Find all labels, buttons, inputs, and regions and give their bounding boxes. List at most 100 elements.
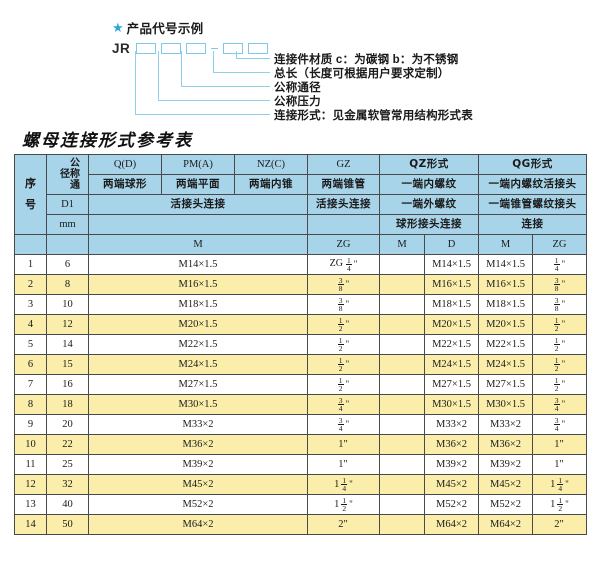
cell-qz-m <box>379 494 425 515</box>
cell-sn: 11 <box>14 454 47 475</box>
cell-qz-d: M45×2 <box>423 474 480 495</box>
cell-sn: 1 <box>14 254 47 275</box>
table-row: 4 12 M20×1.5 1 2 " M20×1.5 M20×1.5 1 2 " <box>14 314 588 335</box>
header-group-code-qd: Q(D) <box>88 154 162 175</box>
header-unit-m-union: M <box>88 234 308 255</box>
product-code-heading-label: 产品代号示例 <box>126 22 204 36</box>
cell-qz-d: M64×2 <box>423 514 480 535</box>
cell-gz-zg: 1 2 " <box>307 374 380 395</box>
header-unit-zg-gz: ZG <box>307 234 380 255</box>
cell-sn: 7 <box>14 374 47 395</box>
table-row: 13 40 M52×2 1 1 2 " M52×2 M52×2 1 1 2 " <box>14 494 588 515</box>
callout-length: 总长（长度可根据用户要求定制） <box>274 68 450 80</box>
cell-qg-zg: 1 4 " <box>532 254 588 275</box>
page-title: 螺母连接形式参考表 <box>22 131 193 151</box>
header-end-qg: 一端内螺纹活接头 <box>478 174 588 195</box>
cell-gz-zg: 1 2 " <box>307 314 380 335</box>
header-join-gz: 活接头连接 <box>307 194 380 215</box>
cell-thread-m: M27×1.5 <box>88 374 308 395</box>
cell-nominal-diameter: 6 <box>46 254 89 275</box>
header-nominal-diameter: 公称通径 <box>46 154 89 195</box>
cell-thread-m: M22×1.5 <box>88 334 308 355</box>
cell-qz-d: M20×1.5 <box>423 314 480 335</box>
product-code-prefix: JR <box>112 41 131 56</box>
cell-sn: 12 <box>14 474 47 495</box>
code-box-1 <box>136 43 157 54</box>
leader-line-form-h <box>135 114 270 116</box>
cell-qz-m <box>379 414 425 435</box>
cell-qz-m <box>379 514 425 535</box>
code-box-5 <box>248 43 269 54</box>
cell-qz-d: M52×2 <box>423 494 480 515</box>
header-group-code-qz: QZ形式 <box>378 154 480 175</box>
cell-nominal-diameter: 12 <box>46 314 89 335</box>
header-unit-m-qg: M <box>478 234 534 255</box>
table-row: 8 18 M30×1.5 3 4 " M30×1.5 M30×1.5 3 4 " <box>14 394 588 415</box>
table-row: 3 10 M18×1.5 3 8 " M18×1.5 M18×1.5 3 8 " <box>14 294 588 315</box>
cell-qg-m: M36×2 <box>478 434 534 455</box>
nut-connection-reference-table: 序 号 公称通径 Q(D) PM(A) NZ(C) GZ QZ形式 QG形式 两… <box>14 154 588 535</box>
cell-nominal-diameter: 18 <box>46 394 89 415</box>
header-row-end-type: 两端球形 两端平面 两端内锥 两端锥管 一端内螺纹 一端内螺纹活接头 <box>15 174 588 195</box>
cell-nominal-diameter: 20 <box>46 414 89 435</box>
leader-line-length-h <box>213 72 270 74</box>
header-unit-d-qz: D <box>423 234 480 255</box>
cell-qg-zg: 1" <box>532 454 588 475</box>
table-row: 11 25 M39×2 1" M39×2 M39×2 1" <box>14 454 588 475</box>
cell-sn: 2 <box>14 274 47 295</box>
header-end-qz: 一端内螺纹 <box>378 174 480 195</box>
leader-line-material-h <box>236 58 270 60</box>
leader-line-pressure-h <box>158 100 270 102</box>
table-row: 1 6 M14×1.5 ZG 1 4 " M14×1.5 M14×1.5 1 4 " <box>14 254 588 275</box>
callout-material: 连接件材质 c：为碳钢 b：为不锈钢 <box>274 54 459 66</box>
cell-nominal-diameter: 15 <box>46 354 89 375</box>
cell-nominal-diameter: 10 <box>46 294 89 315</box>
leader-line-form-v <box>135 51 137 115</box>
cell-gz-zg: 2" <box>307 514 380 535</box>
header-sn-line2: 号 <box>25 197 36 211</box>
cell-thread-m: M64×2 <box>88 514 308 535</box>
cell-sn: 4 <box>14 314 47 335</box>
header-end-pma: 两端平面 <box>161 174 235 195</box>
cell-qz-d: M36×2 <box>423 434 480 455</box>
cell-gz-zg: 1 2 " <box>307 334 380 355</box>
star-icon: ★ <box>112 20 124 35</box>
cell-sn: 6 <box>14 354 47 375</box>
cell-qz-m <box>379 434 425 455</box>
cell-qg-zg: 1 1 2 " <box>532 494 588 515</box>
cell-qz-m <box>379 394 425 415</box>
header-join-union: 活接头连接 <box>88 194 308 215</box>
header-d1-qz: 球形接头连接 <box>378 214 480 235</box>
cell-qg-zg: 1 1 4 " <box>532 474 588 495</box>
cell-thread-m: M36×2 <box>88 434 308 455</box>
cell-thread-m: M33×2 <box>88 414 308 435</box>
leader-line-material-v <box>236 51 238 59</box>
cell-gz-zg: 1" <box>307 454 380 475</box>
table-row: 9 20 M33×2 3 4 " M33×2 M33×2 3 4 " <box>14 414 588 435</box>
table-row: 12 32 M45×2 1 1 4 " M45×2 M45×2 1 1 4 " <box>14 474 588 495</box>
cell-thread-m: M24×1.5 <box>88 354 308 375</box>
cell-gz-zg: 1 1 2 " <box>307 494 380 515</box>
header-end-qd: 两端球形 <box>88 174 162 195</box>
cell-qz-d: M30×1.5 <box>423 394 480 415</box>
cell-qz-m <box>379 374 425 395</box>
cell-qg-zg: 1 2 " <box>532 374 588 395</box>
header-row-d1: mm 球形接头连接 连接 <box>15 214 588 235</box>
cell-gz-zg: 3 8 " <box>307 294 380 315</box>
cell-qz-d: M16×1.5 <box>423 274 480 295</box>
cell-qz-m <box>379 254 425 275</box>
cell-qg-zg: 1 2 " <box>532 334 588 355</box>
cell-thread-m: M14×1.5 <box>88 254 308 275</box>
header-d1-qg: 连接 <box>478 214 588 235</box>
cell-qz-d: M18×1.5 <box>423 294 480 315</box>
cell-qg-m: M16×1.5 <box>478 274 534 295</box>
cell-qz-d: M24×1.5 <box>423 354 480 375</box>
cell-qg-m: M33×2 <box>478 414 534 435</box>
cell-qz-m <box>379 354 425 375</box>
cell-qz-m <box>379 294 425 315</box>
leader-line-length-v <box>213 51 215 73</box>
header-join-qz: 一端外螺纹 <box>378 194 480 215</box>
cell-thread-m: M39×2 <box>88 454 308 475</box>
table-row: 6 15 M24×1.5 1 2 " M24×1.5 M24×1.5 1 2 " <box>14 354 588 375</box>
cell-qg-m: M52×2 <box>478 494 534 515</box>
